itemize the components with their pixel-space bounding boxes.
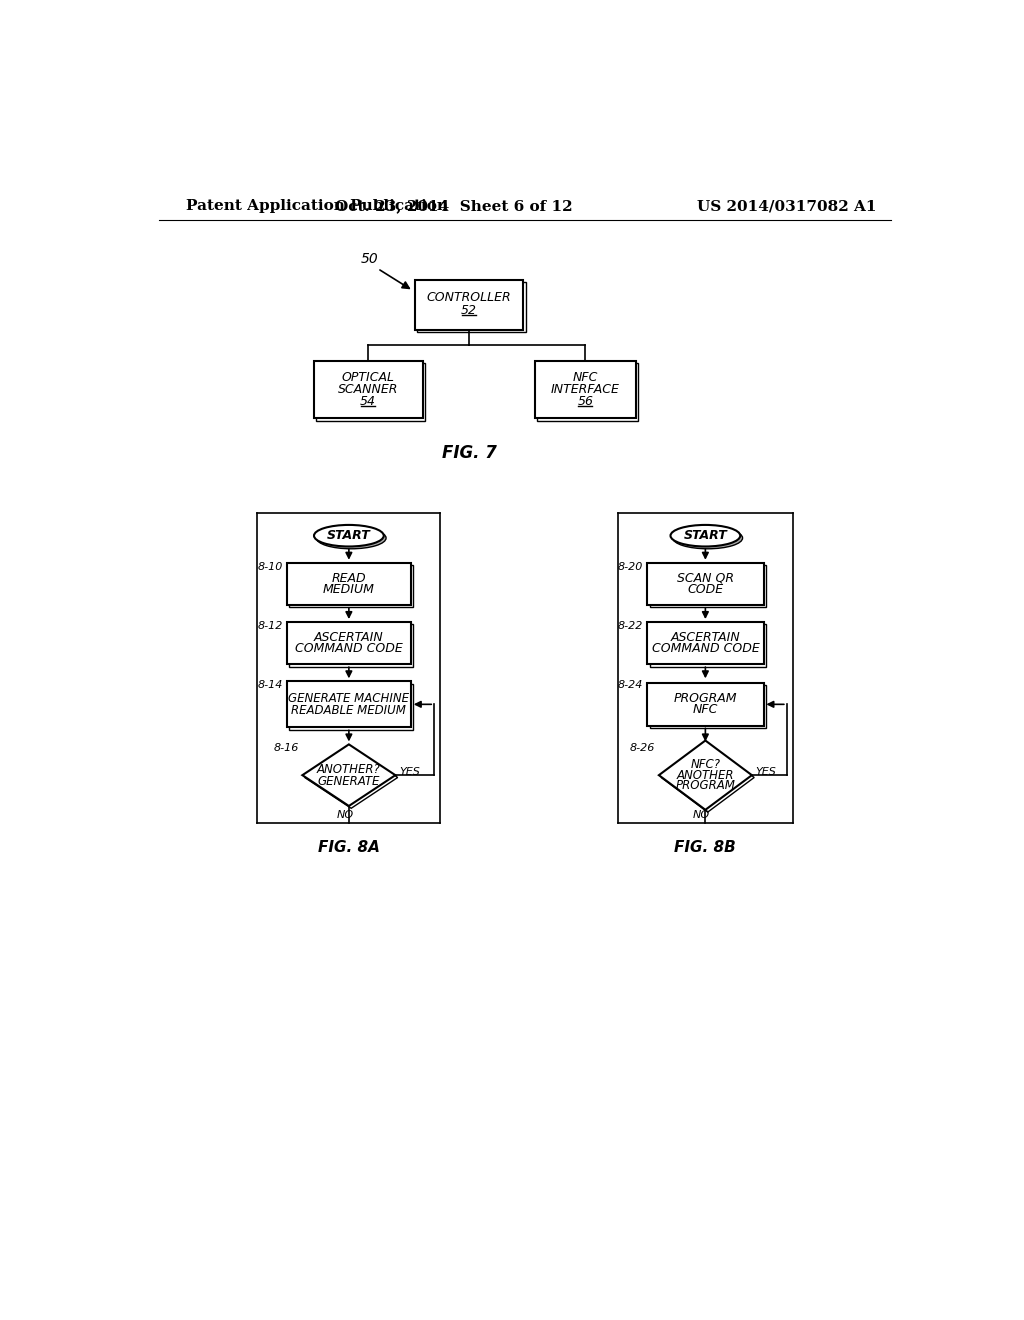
FancyBboxPatch shape [538,363,638,421]
Text: 8-12: 8-12 [258,620,283,631]
FancyBboxPatch shape [289,684,414,730]
Text: MEDIUM: MEDIUM [323,582,375,595]
Text: FIG. 8A: FIG. 8A [317,840,380,855]
Text: FIG. 8B: FIG. 8B [675,840,736,855]
Polygon shape [658,741,752,810]
Text: 50: 50 [360,252,378,265]
Text: 8-16: 8-16 [273,743,299,754]
FancyBboxPatch shape [647,622,764,664]
FancyBboxPatch shape [289,565,414,607]
Text: NO: NO [693,810,710,820]
Text: Oct. 23, 2014  Sheet 6 of 12: Oct. 23, 2014 Sheet 6 of 12 [335,199,572,213]
Text: READ: READ [332,572,367,585]
FancyBboxPatch shape [647,684,764,726]
FancyBboxPatch shape [314,360,423,418]
Text: START: START [683,529,727,543]
Ellipse shape [316,527,386,549]
Text: SCAN QR: SCAN QR [677,572,734,585]
Text: 8-14: 8-14 [258,680,283,690]
Text: READABLE MEDIUM: READABLE MEDIUM [292,704,407,717]
Text: PROGRAM: PROGRAM [676,779,735,792]
FancyBboxPatch shape [535,360,636,418]
FancyBboxPatch shape [287,562,411,605]
FancyBboxPatch shape [649,685,766,727]
Text: NFC?: NFC? [690,758,720,771]
Text: ASCERTAIN: ASCERTAIN [314,631,384,644]
FancyBboxPatch shape [289,624,414,667]
Text: ANOTHER?: ANOTHER? [317,763,381,776]
Text: US 2014/0317082 A1: US 2014/0317082 A1 [697,199,877,213]
Text: ANOTHER: ANOTHER [677,768,734,781]
Text: FIG. 7: FIG. 7 [441,444,497,462]
Ellipse shape [314,525,384,546]
Text: CODE: CODE [687,582,723,595]
Text: GENERATE: GENERATE [317,775,380,788]
Text: 8-22: 8-22 [618,620,643,631]
Text: ASCERTAIN: ASCERTAIN [671,631,740,644]
Text: 8-20: 8-20 [618,561,643,572]
FancyBboxPatch shape [649,565,766,607]
Text: OPTICAL: OPTICAL [342,371,394,384]
FancyBboxPatch shape [415,280,523,330]
Text: YES: YES [399,767,420,777]
Text: SCANNER: SCANNER [338,383,398,396]
Text: INTERFACE: INTERFACE [551,383,620,396]
Text: START: START [327,529,371,543]
FancyBboxPatch shape [417,282,525,333]
Text: PROGRAM: PROGRAM [674,693,737,705]
Text: 8-26: 8-26 [630,743,655,754]
Ellipse shape [671,525,740,546]
Polygon shape [305,747,397,808]
Text: NFC: NFC [572,371,598,384]
Text: 52: 52 [461,305,477,317]
Text: NO: NO [337,810,353,820]
Text: COMMAND CODE: COMMAND CODE [651,642,759,655]
Text: CONTROLLER: CONTROLLER [427,292,511,305]
Text: 8-10: 8-10 [258,561,283,572]
Text: NFC: NFC [692,704,718,717]
Text: GENERATE MACHINE: GENERATE MACHINE [289,692,410,705]
FancyBboxPatch shape [287,681,411,727]
Text: Patent Application Publication: Patent Application Publication [186,199,449,213]
Text: 56: 56 [578,395,593,408]
Polygon shape [302,744,395,807]
Ellipse shape [673,527,742,549]
Text: 8-24: 8-24 [618,680,643,690]
FancyBboxPatch shape [647,562,764,605]
FancyBboxPatch shape [316,363,425,421]
FancyBboxPatch shape [287,622,411,664]
FancyBboxPatch shape [649,624,766,667]
Text: 54: 54 [360,395,376,408]
Polygon shape [662,743,755,812]
Text: COMMAND CODE: COMMAND CODE [295,642,402,655]
Text: YES: YES [756,767,776,777]
